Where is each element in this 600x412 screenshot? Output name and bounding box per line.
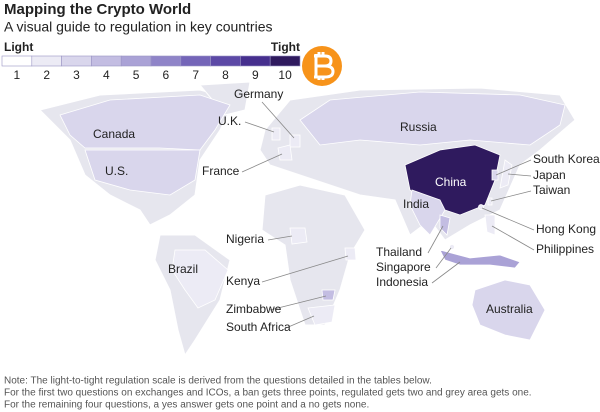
country xyxy=(59,94,231,151)
country xyxy=(439,249,521,269)
note: For the first two questions on exchanges… xyxy=(4,388,532,399)
country-label: Hong Kong xyxy=(536,222,596,236)
scale-number: 7 xyxy=(192,68,199,82)
country-label: U.S. xyxy=(105,164,128,178)
scale-low-label: Light xyxy=(4,40,33,54)
country xyxy=(439,214,451,236)
scale-number: 3 xyxy=(73,68,80,82)
scale-number: 8 xyxy=(222,68,229,82)
scale-swatch xyxy=(1,55,33,67)
scale-number: 1 xyxy=(14,68,21,82)
country-label: South Korea xyxy=(533,152,600,166)
country xyxy=(307,304,336,326)
scale-number: 2 xyxy=(43,68,50,82)
country xyxy=(271,127,281,141)
country-label: France xyxy=(202,164,240,178)
country-label: Taiwan xyxy=(533,183,570,197)
scale-swatch xyxy=(210,55,241,67)
country-label: India xyxy=(403,197,429,211)
country xyxy=(289,134,301,148)
scale-number: 4 xyxy=(103,68,110,82)
country-label: Australia xyxy=(486,302,533,316)
country xyxy=(84,149,201,196)
scale-number: 10 xyxy=(278,68,292,82)
bitcoin-icon xyxy=(302,46,342,86)
country-label: South Africa xyxy=(226,320,291,334)
country xyxy=(409,189,446,236)
scale-number: 9 xyxy=(252,68,259,82)
scale-high-label: Tight xyxy=(271,40,300,54)
country-label: Brazil xyxy=(168,262,198,276)
country-label: Zimbabwe xyxy=(226,302,282,316)
country-labels: Canada U.S. Russia China India Brazil Au… xyxy=(93,87,600,334)
country xyxy=(491,169,499,181)
scale-swatch xyxy=(269,55,301,67)
note: For the remaining four questions, a yes … xyxy=(4,400,369,411)
scale-swatch xyxy=(240,55,271,67)
country xyxy=(299,91,566,146)
country-label: Philippines xyxy=(536,242,594,256)
country-label: Japan xyxy=(533,168,566,182)
country-label: Russia xyxy=(400,120,437,134)
country xyxy=(499,159,513,189)
country xyxy=(171,249,229,309)
country-label: Kenya xyxy=(226,274,260,288)
country xyxy=(289,227,308,245)
country-label: U.K. xyxy=(218,114,241,128)
scale-swatch xyxy=(31,55,62,67)
scale-swatch xyxy=(61,55,92,67)
country-label: Canada xyxy=(93,127,135,141)
scale-swatch xyxy=(180,55,211,67)
scale-swatch xyxy=(150,55,182,67)
scale-number: 5 xyxy=(133,68,140,82)
scale-swatch xyxy=(91,55,122,67)
country xyxy=(321,289,336,301)
leader-lines xyxy=(241,101,535,329)
country-label: Singapore xyxy=(376,260,431,274)
countries xyxy=(59,91,566,341)
subtitle: A visual guide to regulation in key coun… xyxy=(4,19,273,35)
country xyxy=(484,214,496,236)
title: Mapping the Crypto World xyxy=(4,1,191,18)
country-label: Nigeria xyxy=(226,232,264,246)
country xyxy=(277,144,293,161)
country-label: Germany xyxy=(234,87,283,101)
country-label: Indonesia xyxy=(376,275,428,289)
country-label: Thailand xyxy=(376,245,422,259)
note: Note: The light-to-tight regulation scal… xyxy=(4,376,432,387)
country-label: China xyxy=(435,175,467,189)
country xyxy=(487,197,493,206)
scale-number: 6 xyxy=(163,68,170,82)
country xyxy=(471,279,546,341)
scale: 1 2 3 4 5 6 7 8 9 10 xyxy=(1,55,301,82)
scale-swatch xyxy=(120,55,152,67)
country xyxy=(344,247,357,261)
